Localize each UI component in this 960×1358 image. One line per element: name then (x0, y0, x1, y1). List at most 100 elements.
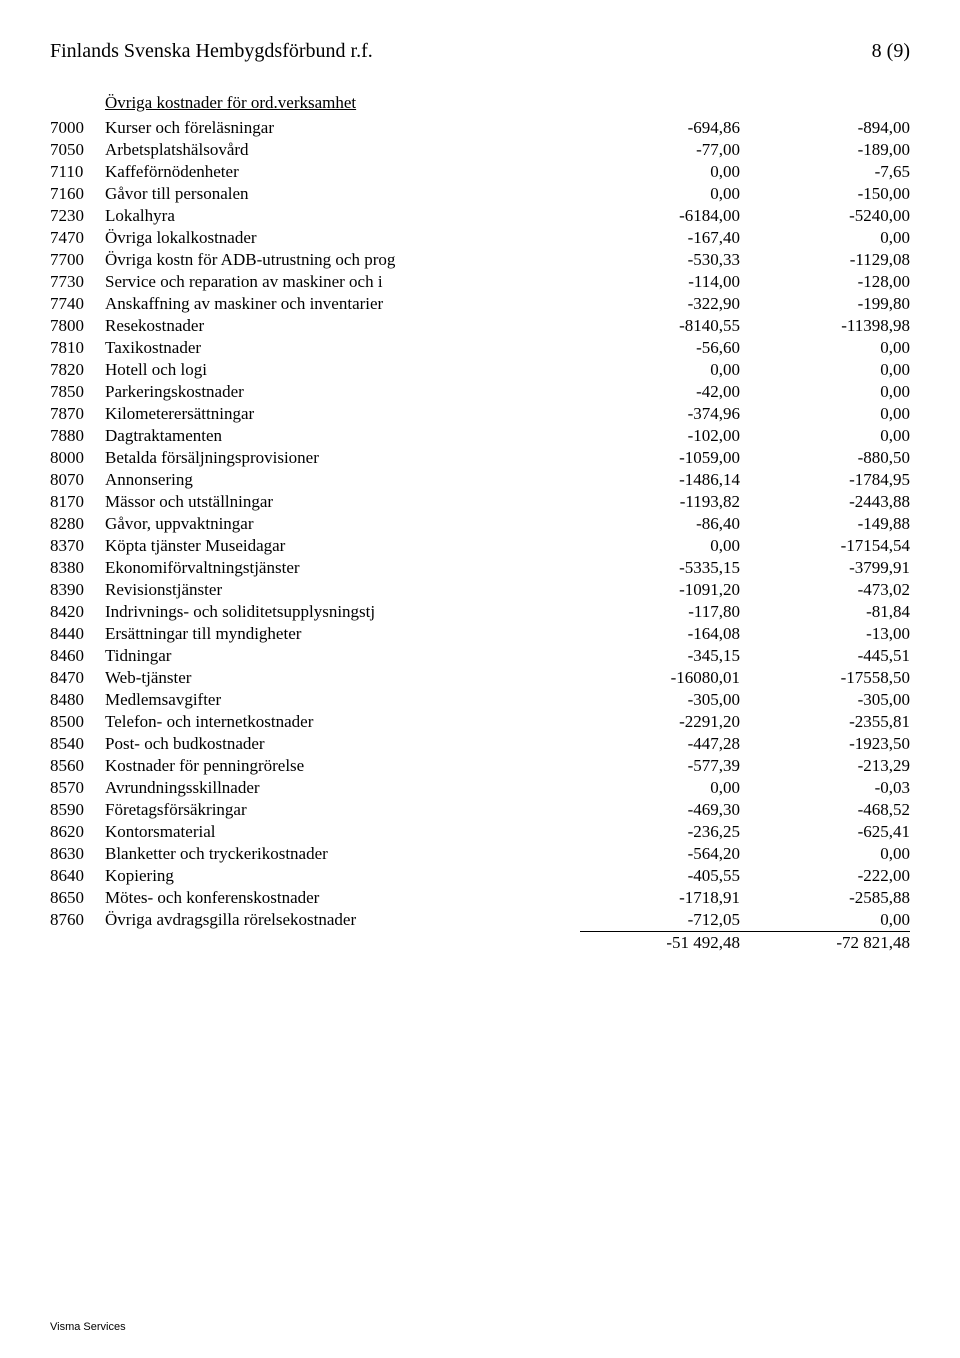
row-col1: -469,30 (580, 799, 770, 821)
row-label: Kurser och föreläsningar (105, 117, 580, 139)
row-code: 8540 (50, 733, 105, 755)
row-code: 8500 (50, 711, 105, 733)
row-col2: -2443,88 (770, 491, 910, 513)
row-code: 8380 (50, 557, 105, 579)
row-col2: -2585,88 (770, 887, 910, 909)
row-code: 8170 (50, 491, 105, 513)
row-col2: -473,02 (770, 579, 910, 601)
table-row: 7470Övriga lokalkostnader-167,400,00 (50, 227, 910, 249)
row-col1: -6184,00 (580, 205, 770, 227)
table-row: 8590Företagsförsäkringar-469,30-468,52 (50, 799, 910, 821)
table-row: 8560Kostnader för penningrörelse-577,39-… (50, 755, 910, 777)
row-label: Anskaffning av maskiner och inventarier (105, 293, 580, 315)
section-title: Övriga kostnader för ord.verksamhet (105, 93, 910, 113)
row-label: Avrundningsskillnader (105, 777, 580, 799)
row-label: Ersättningar till myndigheter (105, 623, 580, 645)
row-col2: -894,00 (770, 117, 910, 139)
row-label: Telefon- och internetkostnader (105, 711, 580, 733)
row-label: Service och reparation av maskiner och i (105, 271, 580, 293)
table-row: 7000Kurser och föreläsningar-694,86-894,… (50, 117, 910, 139)
row-code: 7740 (50, 293, 105, 315)
cost-table: 7000Kurser och föreläsningar-694,86-894,… (50, 117, 910, 954)
table-row: 7810Taxikostnader-56,600,00 (50, 337, 910, 359)
row-label: Arbetsplatshälsovård (105, 139, 580, 161)
row-code: 8760 (50, 909, 105, 932)
row-code: 7050 (50, 139, 105, 161)
row-label: Kostnader för penningrörelse (105, 755, 580, 777)
row-label: Kopiering (105, 865, 580, 887)
table-row: 7850Parkeringskostnader-42,000,00 (50, 381, 910, 403)
row-label: Taxikostnader (105, 337, 580, 359)
row-label: Kontorsmaterial (105, 821, 580, 843)
row-col2: -150,00 (770, 183, 910, 205)
row-label: Övriga lokalkostnader (105, 227, 580, 249)
row-code: 8000 (50, 447, 105, 469)
row-code: 7110 (50, 161, 105, 183)
row-code: 8590 (50, 799, 105, 821)
table-row: 8070Annonsering-1486,14-1784,95 (50, 469, 910, 491)
row-col2: -11398,98 (770, 315, 910, 337)
row-col1: -8140,55 (580, 315, 770, 337)
row-code: 8650 (50, 887, 105, 909)
row-col1: 0,00 (580, 777, 770, 799)
row-col1: -694,86 (580, 117, 770, 139)
table-row: 8390Revisionstjänster-1091,20-473,02 (50, 579, 910, 601)
row-code: 8390 (50, 579, 105, 601)
row-col2: -17154,54 (770, 535, 910, 557)
row-label: Övriga avdragsgilla rörelsekostnader (105, 909, 580, 932)
row-col2: -17558,50 (770, 667, 910, 689)
table-row: 8460Tidningar-345,15-445,51 (50, 645, 910, 667)
row-label: Resekostnader (105, 315, 580, 337)
table-row: 7230Lokalhyra-6184,00-5240,00 (50, 205, 910, 227)
row-label: Revisionstjänster (105, 579, 580, 601)
row-label: Blanketter och tryckerikostnader (105, 843, 580, 865)
row-code: 7730 (50, 271, 105, 293)
row-code: 7800 (50, 315, 105, 337)
row-label: Tidningar (105, 645, 580, 667)
table-row: 8370Köpta tjänster Museidagar0,00-17154,… (50, 535, 910, 557)
row-code: 8640 (50, 865, 105, 887)
row-col1: -102,00 (580, 425, 770, 447)
row-col1: -42,00 (580, 381, 770, 403)
row-col1: -2291,20 (580, 711, 770, 733)
row-label: Parkeringskostnader (105, 381, 580, 403)
row-col2: -2355,81 (770, 711, 910, 733)
row-col1: -56,60 (580, 337, 770, 359)
row-code: 8560 (50, 755, 105, 777)
footer-text: Visma Services (50, 1321, 126, 1333)
row-col2: -222,00 (770, 865, 910, 887)
row-col2: -213,29 (770, 755, 910, 777)
row-col2: 0,00 (770, 337, 910, 359)
row-code: 8420 (50, 601, 105, 623)
row-code: 7850 (50, 381, 105, 403)
row-col1: -167,40 (580, 227, 770, 249)
total-col2: -72 821,48 (770, 932, 910, 955)
row-label: Gåvor, uppvaktningar (105, 513, 580, 535)
row-label: Företagsförsäkringar (105, 799, 580, 821)
row-code: 7000 (50, 117, 105, 139)
row-col2: -189,00 (770, 139, 910, 161)
row-label: Gåvor till personalen (105, 183, 580, 205)
row-col1: -577,39 (580, 755, 770, 777)
table-row: 8170Mässor och utställningar-1193,82-244… (50, 491, 910, 513)
row-col2: -199,80 (770, 293, 910, 315)
table-row: 7740Anskaffning av maskiner och inventar… (50, 293, 910, 315)
row-col2: -468,52 (770, 799, 910, 821)
total-col1: -51 492,48 (580, 932, 770, 955)
row-label: Indrivnings- och soliditetsupplysningstj (105, 601, 580, 623)
table-row: 8280Gåvor, uppvaktningar-86,40-149,88 (50, 513, 910, 535)
table-row: 7800Resekostnader-8140,55-11398,98 (50, 315, 910, 337)
table-row: 8380Ekonomiförvaltningstjänster-5335,15-… (50, 557, 910, 579)
row-col2: 0,00 (770, 381, 910, 403)
row-col1: 0,00 (580, 183, 770, 205)
table-row: 8640Kopiering-405,55-222,00 (50, 865, 910, 887)
row-code: 8370 (50, 535, 105, 557)
row-code: 7870 (50, 403, 105, 425)
row-col1: -405,55 (580, 865, 770, 887)
row-code: 8480 (50, 689, 105, 711)
row-label: Dagtraktamenten (105, 425, 580, 447)
row-col1: -1486,14 (580, 469, 770, 491)
row-col1: -374,96 (580, 403, 770, 425)
row-code: 8470 (50, 667, 105, 689)
row-code: 8630 (50, 843, 105, 865)
